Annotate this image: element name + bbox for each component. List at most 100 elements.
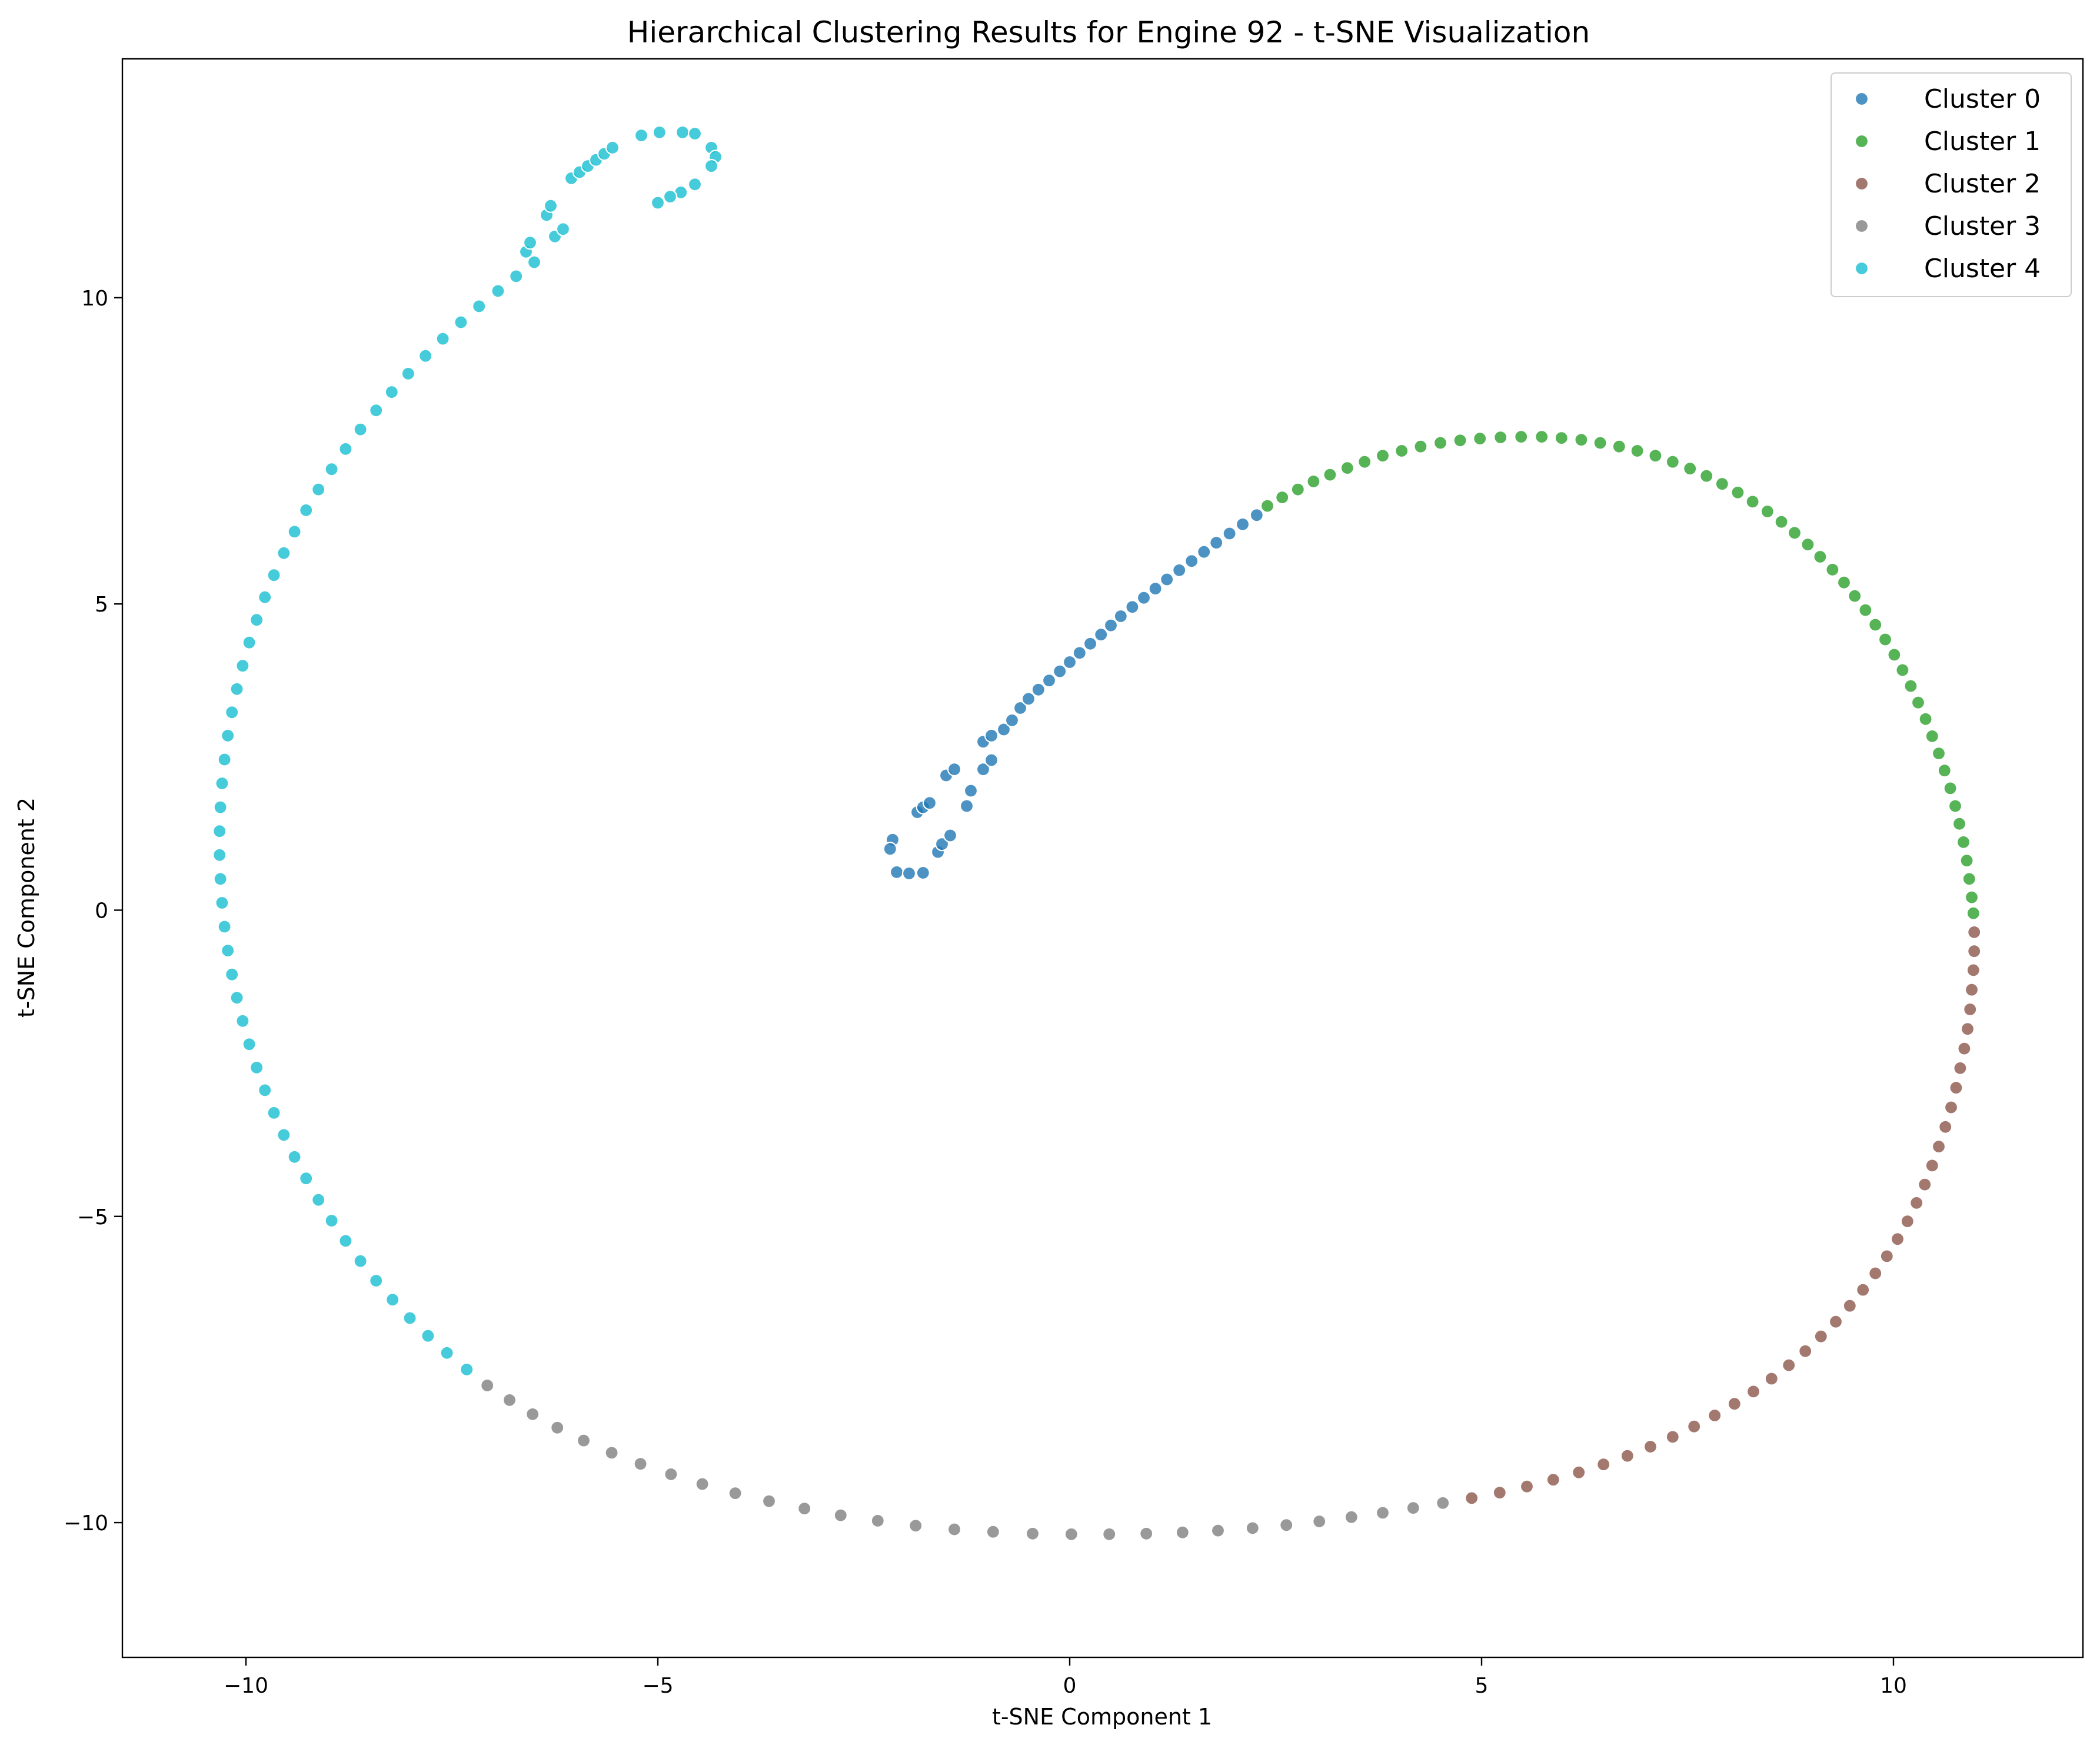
- y-tick-label: −10: [64, 1511, 108, 1536]
- scatter-point: [947, 762, 962, 777]
- y-tick-label: 10: [81, 287, 108, 311]
- scatter-point: [1453, 433, 1467, 448]
- scatter-point: [1925, 1158, 1939, 1173]
- legend-marker: [1854, 91, 1869, 107]
- scatter-point: [435, 331, 450, 346]
- scatter-point: [1964, 890, 1979, 905]
- series-cluster-2: [1465, 925, 1982, 1506]
- scatter-point: [1235, 517, 1250, 532]
- scatter-point: [1344, 1510, 1359, 1524]
- scatter-point: [1730, 485, 1745, 500]
- scatter-point: [229, 991, 244, 1005]
- scatter-point: [1395, 443, 1409, 458]
- scatter-point: [1911, 695, 1926, 710]
- scatter-point: [1918, 1177, 1932, 1192]
- scatter-point: [1801, 537, 1815, 552]
- scatter-point: [1375, 1506, 1390, 1520]
- scatter-point: [1175, 1525, 1190, 1540]
- scatter-point: [1938, 1119, 1953, 1134]
- scatter-point: [1136, 590, 1151, 605]
- scatter-point: [1903, 679, 1918, 693]
- scatter-point: [908, 1518, 923, 1533]
- scatter-point: [1340, 460, 1354, 476]
- scatter-point: [1943, 1100, 1959, 1115]
- scatter-point: [1953, 1061, 1968, 1076]
- scatter-point: [287, 524, 302, 539]
- scatter-point: [509, 269, 524, 284]
- scatter-point: [221, 728, 235, 743]
- scatter-point: [797, 1501, 812, 1516]
- scatter-point: [1868, 617, 1883, 632]
- scatter-point: [522, 235, 538, 250]
- scatter-point: [1949, 1081, 1963, 1095]
- scatter-point: [1612, 439, 1626, 454]
- legend: Cluster 0 Cluster 1 Cluster 2 Cluster 3 Clus…: [1831, 72, 2072, 297]
- scatter-point: [215, 776, 229, 791]
- scatter-point: [1222, 526, 1237, 541]
- scatter-point: [1715, 477, 1729, 491]
- scatter-point: [675, 125, 690, 139]
- scatter-point: [1858, 603, 1873, 617]
- scatter-point: [1856, 1282, 1871, 1297]
- legend-label: Cluster 1: [1924, 127, 2041, 157]
- scatter-point: [704, 159, 719, 174]
- scatter-point: [901, 866, 917, 881]
- scatter-point: [687, 126, 703, 141]
- scatter-point: [889, 865, 904, 880]
- scatter-point: [267, 1105, 281, 1121]
- x-tick-label: −10: [224, 1674, 268, 1698]
- scatter-point: [213, 872, 228, 886]
- scatter-point: [1836, 575, 1852, 590]
- scatter-point: [1746, 1384, 1761, 1399]
- series-cluster-3: [480, 1378, 1450, 1541]
- scatter-point: [1960, 1022, 1975, 1036]
- scatter-point: [1879, 1249, 1894, 1264]
- scatter-point: [1630, 443, 1645, 458]
- scatter-point: [1593, 436, 1608, 450]
- scatter-point: [1699, 468, 1714, 483]
- scatter-point: [401, 366, 415, 381]
- y-tick-label: 5: [95, 593, 108, 617]
- scatter-point: [1966, 963, 1981, 978]
- scatter-point: [1957, 1041, 1972, 1056]
- scatter-point: [604, 1445, 619, 1460]
- series-cluster-0: [883, 508, 1264, 881]
- scatter-point: [1062, 654, 1077, 670]
- scatter-point: [543, 198, 558, 213]
- legend-label: Cluster 0: [1924, 84, 2041, 114]
- scatter-point: [267, 568, 281, 583]
- scatter-point: [1279, 1518, 1294, 1533]
- scatter-point: [1436, 1496, 1450, 1510]
- scatter-point: [916, 865, 930, 880]
- scatter-point: [1948, 799, 1963, 813]
- scatter-point: [1868, 1266, 1883, 1281]
- scatter-point: [1514, 429, 1529, 444]
- scatter-point: [1172, 563, 1187, 578]
- scatter-point: [1025, 1526, 1040, 1541]
- x-tick-label: 0: [1063, 1674, 1077, 1698]
- scatter-point: [440, 1345, 454, 1360]
- scatter-point: [299, 1171, 314, 1186]
- scatter-point: [212, 824, 227, 839]
- scatter-point: [338, 441, 353, 457]
- scatter-point: [1813, 1329, 1828, 1344]
- scatter-point: [1493, 430, 1508, 445]
- scatter-point: [664, 1467, 678, 1481]
- scatter-point: [1887, 647, 1902, 662]
- scatter-point: [1798, 1344, 1813, 1358]
- scatter-point: [1708, 1408, 1722, 1423]
- scatter-point: [258, 590, 272, 604]
- scatter-point: [217, 919, 232, 934]
- scatter-point: [384, 384, 399, 400]
- scatter-point: [1519, 1479, 1535, 1494]
- legend-label: Cluster 2: [1924, 169, 2041, 199]
- scatter-point: [235, 1013, 250, 1028]
- scatter-point: [1064, 1527, 1079, 1541]
- scatter-point: [402, 1311, 417, 1325]
- scatter-point: [1931, 1139, 1946, 1154]
- scatter-point: [229, 682, 244, 696]
- scatter-point: [870, 1513, 885, 1528]
- scatter-point: [225, 705, 239, 720]
- scatter-point: [652, 125, 667, 139]
